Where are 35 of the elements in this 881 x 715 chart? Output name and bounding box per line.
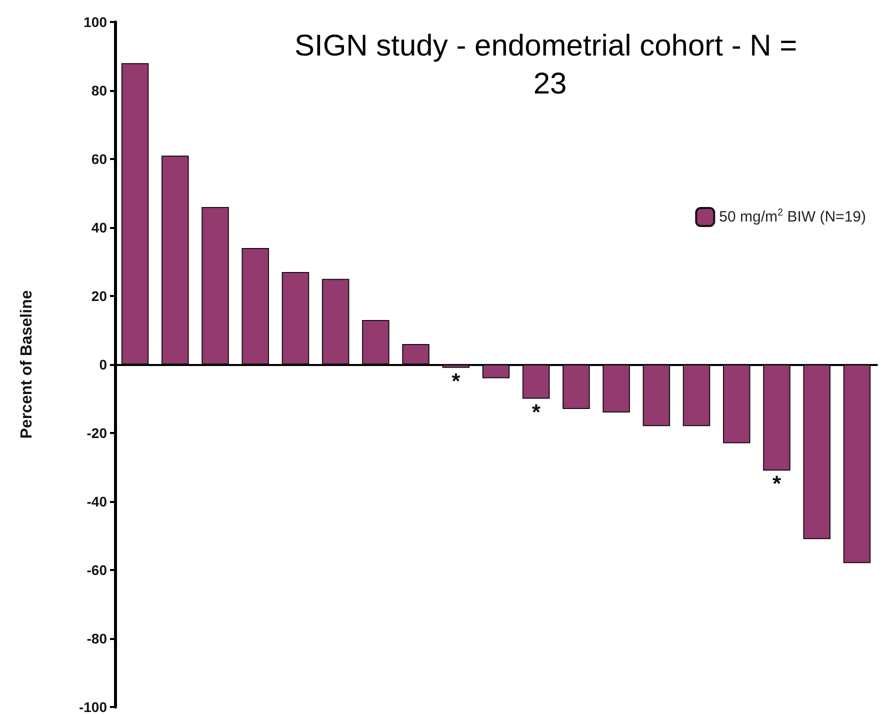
bar: [402, 344, 430, 364]
data-label: *: [532, 399, 541, 424]
data-label: *: [772, 471, 782, 496]
bar: [242, 248, 270, 364]
bar: [522, 364, 550, 399]
bar: [322, 278, 350, 364]
y-tick-label: -60: [86, 562, 108, 578]
bar: [362, 320, 390, 364]
bar: [442, 364, 470, 368]
y-tick-label: -40: [86, 494, 108, 510]
y-tick-label: 40: [91, 220, 108, 236]
bar: [282, 272, 310, 364]
bar: [843, 364, 871, 564]
bar: [162, 156, 189, 364]
bar: [602, 364, 630, 412]
bar: [642, 364, 670, 426]
y-tick-label: 80: [91, 82, 108, 98]
y-tick-label: 20: [91, 288, 108, 304]
y-axis-title: Percent of Baseline: [18, 290, 36, 439]
bar: [202, 206, 229, 364]
bar: [763, 364, 790, 471]
y-tick-label: -100: [78, 699, 108, 715]
bar: [482, 364, 510, 378]
bar: [803, 364, 830, 540]
bar: [562, 364, 590, 410]
bar: [682, 364, 710, 426]
y-tick-label: 100: [84, 14, 108, 30]
y-tick-label: -80: [86, 630, 108, 646]
y-tick-label: 0: [99, 356, 108, 372]
text: SIGN study - endometrial cohort - N = 23: [294, 30, 806, 100]
y-tick-label: -20: [86, 425, 108, 441]
y-tick-label: 60: [91, 151, 108, 167]
bar: [121, 63, 149, 364]
data-label: *: [452, 368, 461, 394]
bar: [722, 364, 750, 444]
